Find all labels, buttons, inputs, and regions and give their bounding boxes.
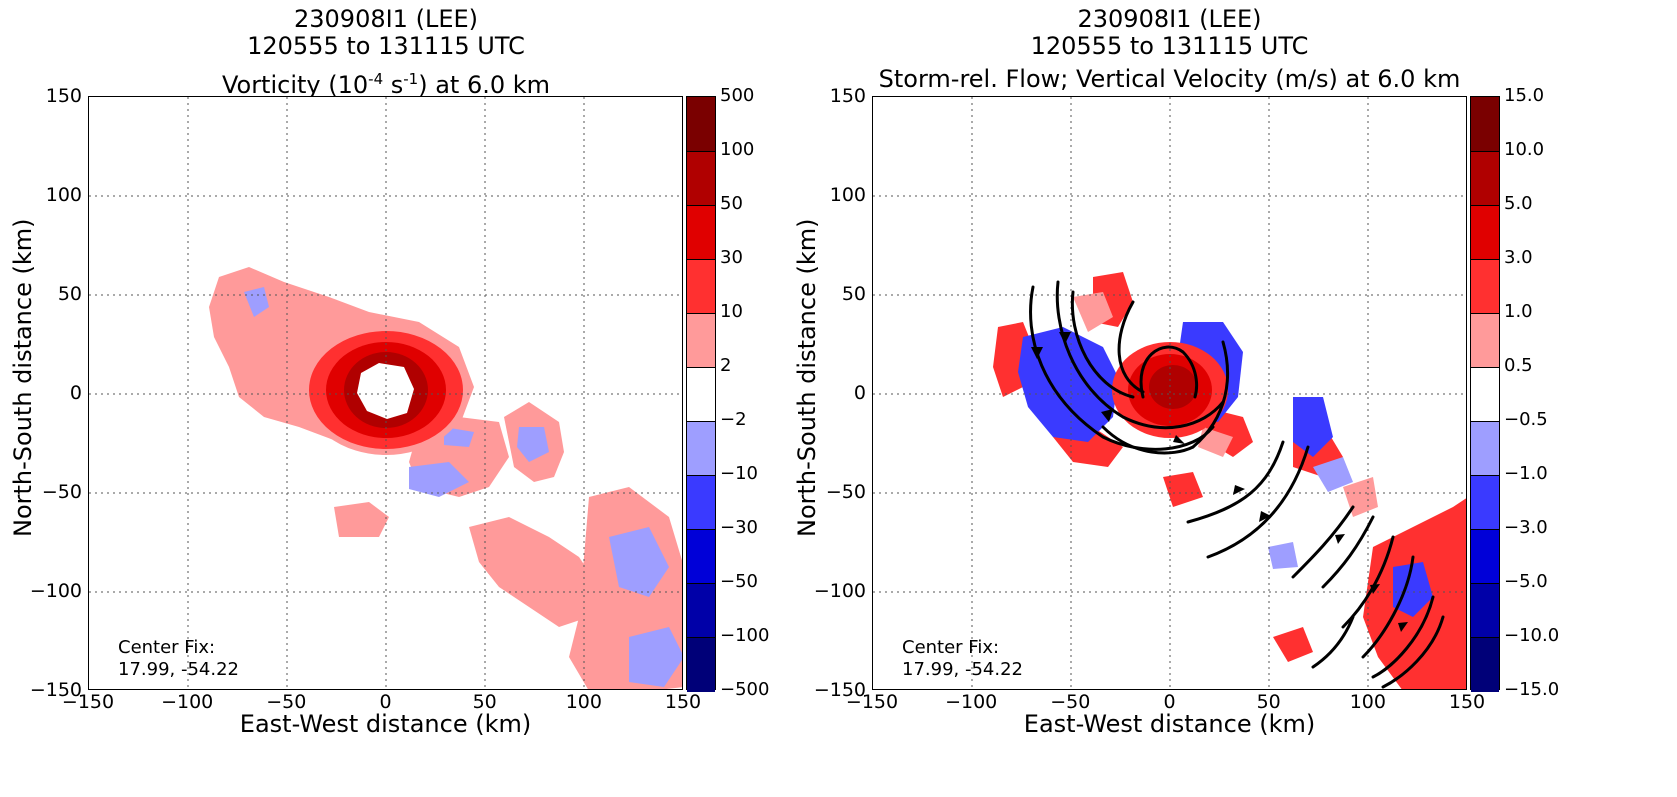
- chart-title-line1: 230908I1 (LEE): [1077, 5, 1262, 33]
- colorbar-segment: [1471, 313, 1499, 368]
- colorbar-tick-label: −2: [720, 409, 747, 430]
- y-tick-label: 100: [829, 184, 866, 206]
- chart-title-line2: 120555 to 131115 UTC: [1030, 32, 1309, 60]
- colorbar-segment: [687, 205, 715, 260]
- y-tick-label: 150: [45, 85, 82, 107]
- colorbar-tick-label: 50: [720, 193, 743, 214]
- colorbar-tick-label: 500: [720, 85, 755, 106]
- vorticity-colorbar: [686, 96, 716, 692]
- y-tick-label: −150: [813, 679, 866, 701]
- y-tick-label: 50: [841, 283, 866, 305]
- colorbar-tick-label: 2: [720, 355, 732, 376]
- colorbar-segment: [687, 97, 715, 152]
- colorbar-segment: [1471, 97, 1499, 152]
- colorbar-segment: [687, 151, 715, 206]
- vorticity-plot-area: Center Fix: 17.99, -54.22: [88, 96, 683, 690]
- x-tick-label: −50: [1050, 691, 1091, 713]
- colorbar-tick-label: −10: [720, 463, 758, 484]
- colorbar-tick-label: −10.0: [1504, 625, 1560, 646]
- x-tick-label: 50: [472, 691, 497, 713]
- x-axis-label: East-West distance (km): [239, 710, 532, 738]
- chart-title-line3: Vorticity (10-4 s-1) at 6.0 km: [221, 70, 551, 99]
- colorbar-tick-label: −100: [720, 625, 770, 646]
- colorbar-segment: [1471, 637, 1499, 692]
- colorbar-segment: [1471, 421, 1499, 476]
- colorbar-segment: [687, 475, 715, 530]
- y-tick-label: −100: [813, 580, 866, 602]
- y-axis-label: North-South distance (km): [793, 218, 821, 538]
- colorbar-tick-label: 3.0: [1504, 247, 1533, 268]
- x-tick-label: −150: [61, 691, 115, 713]
- colorbar-segment: [687, 313, 715, 368]
- colorbar-segment: [1471, 529, 1499, 584]
- colorbar-tick-label: −30: [720, 517, 758, 538]
- center-fix-label: Center Fix:: [118, 637, 216, 658]
- colorbar-segment: [1471, 151, 1499, 206]
- chart-title-line3: Storm-rel. Flow; Vertical Velocity (m/s)…: [878, 65, 1461, 93]
- x-tick-label: 0: [1163, 691, 1176, 713]
- colorbar-tick-label: 30: [720, 247, 743, 268]
- colorbar-segment: [687, 367, 715, 422]
- vertical-velocity-plot-area: Center Fix: 17.99, -54.22: [872, 96, 1467, 690]
- colorbar-segment: [1471, 367, 1499, 422]
- chart-title-line1: 230908I1 (LEE): [293, 5, 479, 33]
- colorbar-segment: [687, 637, 715, 692]
- x-tick-label: 50: [1256, 691, 1281, 713]
- y-tick-label: 150: [829, 85, 866, 107]
- colorbar-tick-label: 1.0: [1504, 301, 1533, 322]
- colorbar-segment: [687, 529, 715, 584]
- y-tick-label: −150: [29, 679, 82, 701]
- colorbar-tick-label: −1.0: [1504, 463, 1548, 484]
- vertical-velocity-field-svg: [873, 97, 1466, 689]
- x-tick-label: −150: [845, 691, 899, 713]
- x-tick-label: 100: [565, 691, 602, 713]
- y-tick-label: −50: [41, 481, 82, 503]
- chart-title-line2: 120555 to 131115 UTC: [247, 32, 525, 60]
- colorbar-segment: [1471, 583, 1499, 638]
- center-fix-value: 17.99, -54.22: [902, 659, 1023, 680]
- colorbar-segment: [1471, 475, 1499, 530]
- y-tick-label: 50: [57, 283, 82, 305]
- colorbar-tick-label: −500: [720, 679, 770, 700]
- colorbar-segment: [1471, 205, 1499, 260]
- y-tick-label: −100: [29, 580, 82, 602]
- center-fix-label: Center Fix:: [902, 637, 1000, 658]
- x-tick-label: −50: [266, 691, 307, 713]
- vorticity-panel: 230908I1 (LEE) 120555 to 131115 UTC Vort…: [0, 0, 830, 797]
- vertical-velocity-colorbar: [1470, 96, 1500, 692]
- colorbar-tick-label: −5.0: [1504, 571, 1548, 592]
- y-tick-label: 100: [45, 184, 82, 206]
- colorbar-tick-label: 100: [720, 139, 755, 160]
- colorbar-segment: [687, 259, 715, 314]
- y-tick-label: 0: [69, 382, 82, 404]
- x-tick-label: 150: [1448, 691, 1486, 713]
- colorbar-tick-label: 5.0: [1504, 193, 1533, 214]
- colorbar-tick-label: −0.5: [1504, 409, 1548, 430]
- x-tick-label: 150: [664, 691, 702, 713]
- x-tick-label: 100: [1349, 691, 1386, 713]
- colorbar-segment: [687, 421, 715, 476]
- colorbar-tick-label: 0.5: [1504, 355, 1533, 376]
- colorbar-segment: [687, 583, 715, 638]
- colorbar-tick-label: −15.0: [1504, 679, 1560, 700]
- colorbar-tick-label: −3.0: [1504, 517, 1548, 538]
- colorbar-tick-label: 15.0: [1504, 85, 1545, 106]
- colorbar-segment: [1471, 259, 1499, 314]
- y-tick-label: −50: [825, 481, 866, 503]
- colorbar-tick-label: −50: [720, 571, 758, 592]
- y-tick-label: 0: [853, 382, 866, 404]
- x-tick-label: 0: [379, 691, 392, 713]
- center-fix-value: 17.99, -54.22: [118, 659, 239, 680]
- vorticity-field-svg: [89, 97, 682, 689]
- colorbar-tick-label: 10.0: [1504, 139, 1545, 160]
- x-axis-label: East-West distance (km): [1023, 710, 1316, 738]
- colorbar-tick-label: 10: [720, 301, 743, 322]
- x-tick-label: −100: [945, 691, 998, 713]
- x-tick-label: −100: [161, 691, 214, 713]
